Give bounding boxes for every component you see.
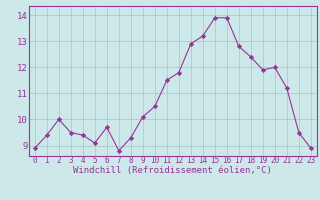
X-axis label: Windchill (Refroidissement éolien,°C): Windchill (Refroidissement éolien,°C) [73,166,272,175]
